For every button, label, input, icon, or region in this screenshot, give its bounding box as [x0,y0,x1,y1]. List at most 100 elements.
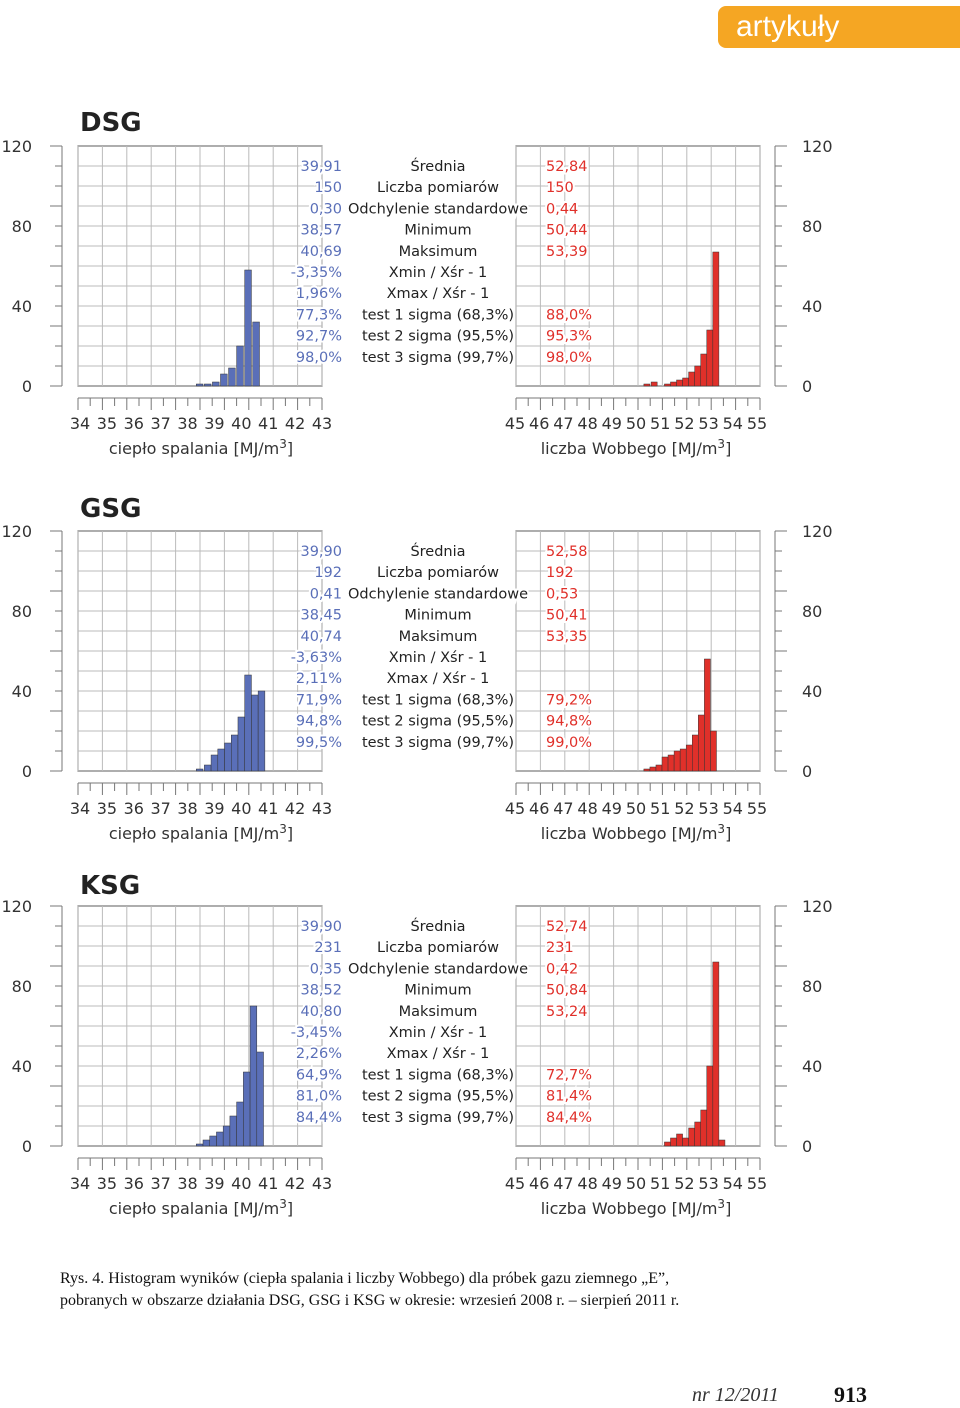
stat-label: Minimum [404,983,471,999]
left-y-tick-label: 40 [12,1057,32,1076]
right-histogram-bar [688,371,695,387]
right-x-tick-label: 46 [529,799,549,818]
right-stat-value: 88,0% [546,307,592,323]
stat-label: test 3 sigma (99,7%) [362,350,514,366]
stat-label: Maksimum [399,244,478,260]
histogram-panel-ksg: 34 35 36 37 38 39 40 41 42 43 ciepło spalania [MJ/… [1,897,833,1218]
left-histogram-bar [216,1131,224,1147]
left-stat-value: -3,45% [291,1025,342,1041]
left-x-tick-label: 43 [312,1174,332,1193]
right-stat-value: 53,39 [546,244,588,260]
left-stat-value: 38,45 [300,608,342,624]
right-y-tick-label: 120 [802,137,833,156]
right-y-tick-label: 40 [802,297,822,316]
right-stat-value: 72,7% [546,1067,592,1083]
left-histogram-bar [204,764,212,772]
right-x-tick-label: 45 [505,414,525,433]
left-stat-value: 98,0% [296,350,342,366]
left-x-tick-label: 34 [70,799,90,818]
right-histogram-bar [682,377,689,387]
left-y-tick-label: 0 [22,762,32,781]
right-histogram-bar [706,1065,714,1147]
stat-label: Xmax / Xśr - 1 [387,671,490,687]
right-histogram-bar [682,1137,689,1147]
right-stat-value: 99,0% [546,735,592,751]
right-x-tick-label: 55 [747,414,767,433]
left-x-tick-label: 35 [97,799,117,818]
left-x-tick-label: 36 [124,414,144,433]
left-stat-value: -3,35% [291,265,342,281]
panel-title-ksg: KSG [80,871,141,901]
right-histogram-bar [712,961,720,1147]
left-x-tick-label: 38 [177,1174,197,1193]
stat-label: Liczba pomiarów [377,940,499,956]
right-y-tick-label: 40 [802,682,822,701]
right-x-tick-label: 49 [602,799,622,818]
right-y-tick-label: 0 [802,377,812,396]
right-x-tick-label: 49 [602,414,622,433]
left-stat-value: 0,30 [310,201,342,217]
stat-label: Liczba pomiarów [377,565,499,581]
left-y-tick-label: 80 [12,217,32,236]
left-stat-value: 81,0% [296,1089,342,1105]
stat-label: test 2 sigma (95,5%) [362,1089,514,1105]
right-histogram-bar [670,1137,677,1147]
left-x-tick-label: 41 [258,414,278,433]
right-x-tick-label: 45 [505,1174,525,1193]
right-x-tick-label: 46 [529,414,549,433]
left-histogram-bar [209,1135,217,1147]
left-stat-value: 38,57 [300,223,342,239]
right-x-tick-label: 54 [723,1174,743,1193]
left-x-tick-label: 39 [204,414,224,433]
stat-label: Minimum [404,223,471,239]
left-y-tick-label: 80 [12,977,32,996]
stat-label: Średnia [410,542,465,560]
stat-label: test 3 sigma (99,7%) [362,735,514,751]
left-y-tick-label: 40 [12,682,32,701]
left-x-tick-label: 38 [177,414,197,433]
left-stat-value: 94,8% [296,714,342,730]
right-stat-value: 81,4% [546,1089,592,1105]
right-histogram-bar [692,734,699,772]
right-x-axis-title: liczba Wobbego [MJ/m3] [541,822,732,843]
left-stat-value: -3,63% [291,650,342,666]
right-histogram-bar [688,1127,695,1147]
left-y-tick-label: 120 [1,137,32,156]
left-stat-value: 77,3% [296,307,342,323]
right-x-tick-label: 52 [674,1174,694,1193]
left-x-tick-label: 41 [258,799,278,818]
right-histogram-bar [664,1141,671,1147]
right-x-tick-label: 49 [602,1174,622,1193]
left-stat-value: 84,4% [296,1110,342,1126]
stat-label: Xmax / Xśr - 1 [387,286,490,302]
right-x-tick-label: 54 [723,799,743,818]
right-stat-value: 231 [546,940,574,956]
left-histogram-bar [204,383,212,387]
right-histogram-bar [650,381,658,387]
right-x-axis-title: liczba Wobbego [MJ/m3] [541,437,732,458]
right-stat-value: 79,2% [546,692,592,708]
right-histogram-bar [664,383,671,387]
left-x-tick-label: 40 [231,414,251,433]
left-histogram-bar [244,674,252,772]
left-y-tick-label: 120 [1,897,32,916]
stat-label: test 1 sigma (68,3%) [362,692,514,708]
right-histogram-bar [667,754,675,772]
right-stat-value: 53,35 [546,629,588,645]
right-y-tick-label: 120 [802,897,833,916]
right-stat-value: 52,58 [546,544,588,560]
left-histogram-bar [212,381,220,387]
right-x-tick-label: 53 [698,414,718,433]
right-histogram-bar [670,381,677,387]
left-x-axis-title: ciepło spalania [MJ/m3] [109,1197,293,1218]
stat-label: Minimum [404,608,471,624]
right-stat-value: 94,8% [546,714,592,730]
left-y-tick-label: 80 [12,602,32,621]
left-histogram-bar [222,1125,231,1147]
stat-label: test 1 sigma (68,3%) [362,1067,514,1083]
right-x-tick-label: 50 [626,799,646,818]
left-stat-value: 39,91 [300,159,342,175]
left-histogram-bar [228,367,236,387]
right-histogram-bar [718,1139,726,1147]
left-histogram-bar [196,768,204,772]
